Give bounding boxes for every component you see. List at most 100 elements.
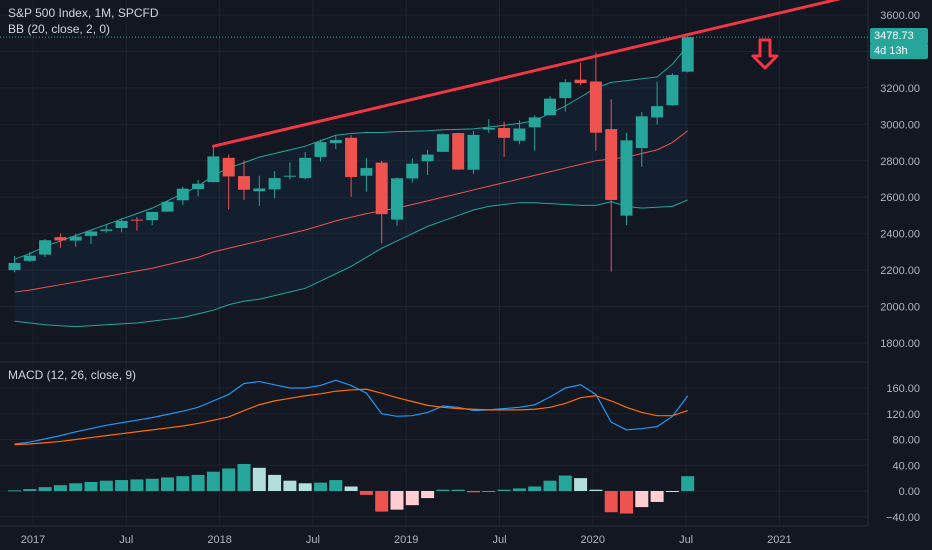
macd-histogram-bar (99, 480, 113, 491)
macd-axis-tick-label: 80.00 (892, 435, 920, 447)
candle-body (39, 240, 52, 255)
macd-histogram-bar (574, 478, 588, 491)
candle-body (452, 133, 465, 170)
macd-histogram-bar (589, 489, 603, 491)
macd-histogram-bar (482, 491, 496, 492)
candle-body (115, 220, 128, 229)
candle-body (482, 127, 495, 130)
candle-body (421, 154, 434, 162)
macd-histogram-bar (191, 474, 205, 491)
candle-body (375, 162, 388, 215)
macd-histogram-bar (283, 480, 297, 491)
time-axis-tick-label: 2019 (394, 534, 418, 546)
macd-axis-tick-label: 0.00 (899, 486, 920, 498)
bb-indicator-label: BB (20, close, 2, 0) (8, 22, 111, 36)
macd-axis-tick-label: 160.00 (886, 383, 920, 395)
time-axis-tick-label: 2020 (581, 534, 605, 546)
macd-histogram-bar (222, 468, 236, 491)
macd-axis-tick-label: 120.00 (886, 409, 920, 421)
macd-histogram-bar (635, 491, 649, 508)
macd-histogram-bar (314, 482, 327, 491)
macd-histogram-bar (375, 491, 389, 512)
macd-histogram-bar (512, 488, 526, 491)
macd-indicator-label: MACD (12, 26, close, 9) (8, 368, 137, 382)
macd-histogram-bar (176, 476, 190, 491)
candle-body (513, 128, 526, 141)
candle-body (314, 142, 327, 157)
price-axis-tick-label: 2200.00 (880, 265, 920, 277)
macd-histogram-bar (681, 476, 695, 491)
macd-histogram-bar (436, 489, 450, 491)
candle-body (666, 74, 679, 106)
price-axis-tick-label: 3600.00 (880, 10, 920, 22)
candle-body (176, 188, 189, 201)
candle-body (559, 82, 572, 99)
macd-histogram-bar (161, 477, 174, 491)
macd-line (14, 379, 689, 445)
macd-histogram-bar (467, 491, 480, 493)
candle-body (100, 229, 113, 231)
candle-body (651, 106, 664, 118)
macd-histogram-bar (543, 480, 557, 491)
macd-histogram-bar (451, 489, 465, 491)
candle-body (681, 37, 694, 72)
time-axis-tick-label: Jul (119, 534, 133, 546)
time-axis-tick-label: Jul (306, 534, 320, 546)
candle-body (130, 219, 143, 221)
candle-body (146, 211, 159, 221)
bollinger-upper-line (14, 45, 689, 260)
time-axis-tick-label: Jul (679, 534, 693, 546)
candle-body (345, 137, 358, 177)
macd-histogram-bar (130, 479, 144, 491)
macd-histogram-bar (497, 489, 511, 491)
price-axis-tick-label: 3000.00 (880, 119, 920, 131)
price-axis-tick-label: 2000.00 (880, 302, 920, 314)
candle-body (635, 116, 648, 149)
macd-histogram-bar (604, 491, 618, 513)
macd-axis-tick-label: 40.00 (892, 460, 920, 472)
candle-body (222, 157, 235, 177)
candle-body (498, 127, 511, 138)
trendline[interactable] (211, 0, 842, 148)
candle-body (391, 178, 403, 220)
macd-histogram-bar (528, 486, 542, 491)
macd-pane (8, 379, 695, 514)
resistance-trendline (211, 0, 842, 148)
down-arrow-icon[interactable] (751, 38, 779, 70)
macd-histogram-bar (84, 481, 98, 491)
candle-body (299, 157, 312, 179)
macd-histogram-bar (620, 491, 633, 514)
candle-body (54, 237, 67, 241)
signal-line (14, 388, 688, 446)
macd-histogram-bar (650, 491, 664, 502)
candlestick-series (0, 36, 868, 273)
macd-histogram-bar (38, 487, 52, 491)
price-axis-tick-label: 1800.00 (880, 338, 920, 350)
candle-body (238, 176, 250, 190)
countdown-tag: 4d 13h (870, 43, 928, 59)
candle-body (69, 236, 82, 241)
macd-histogram-bar (298, 483, 312, 491)
macd-histogram-bar (558, 475, 572, 491)
candle-body (528, 117, 541, 128)
candle-body (8, 263, 21, 271)
candle-body (192, 183, 205, 190)
candle-body (605, 129, 618, 200)
macd-histogram-bar (344, 486, 358, 491)
macd-axis-tick-label: −40.00 (886, 512, 920, 524)
candle-body (161, 201, 174, 212)
candle-body (467, 134, 480, 170)
candle-body (589, 81, 602, 133)
price-axis-tick-label: 2600.00 (880, 192, 920, 204)
macd-histogram-bar (405, 491, 419, 506)
bollinger-lower-line (14, 199, 688, 328)
macd-histogram-bar (268, 474, 282, 491)
macd-histogram-bar (115, 480, 129, 491)
candle-body (207, 156, 220, 183)
candle-body (23, 255, 36, 261)
chart-title: S&P 500 Index, 1M, SPCFD (8, 6, 159, 20)
last-price-tag: 3478.73 (870, 28, 928, 44)
macd-histogram-bar (329, 480, 343, 491)
